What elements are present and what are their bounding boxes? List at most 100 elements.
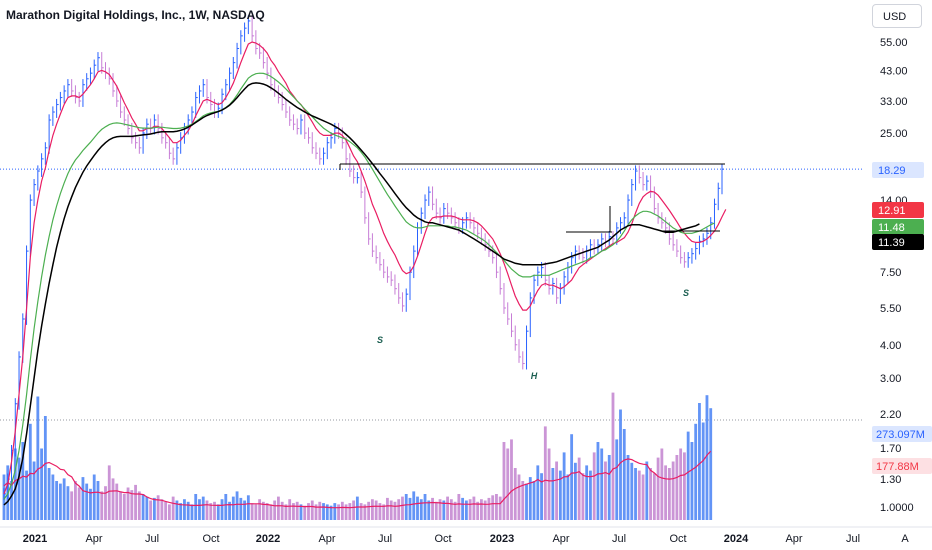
volume-bar xyxy=(513,468,517,520)
price-label-box xyxy=(872,202,924,218)
volume-bar xyxy=(70,491,74,520)
volume-bar xyxy=(404,494,408,520)
volume-bar xyxy=(239,497,243,520)
volume-bar xyxy=(374,500,378,520)
volume-bar xyxy=(55,481,59,520)
volume-bar xyxy=(675,455,679,520)
volume-bar xyxy=(13,448,17,520)
volume-bar xyxy=(521,481,525,520)
volume-bar xyxy=(62,478,66,520)
volume-bar xyxy=(401,496,404,520)
volume-bar xyxy=(51,474,55,520)
volume-bar xyxy=(686,431,690,520)
volume-bar xyxy=(464,500,468,520)
volume-bar xyxy=(228,501,231,520)
volume-bar xyxy=(397,499,401,520)
volume-bar xyxy=(483,500,487,520)
volume-bar xyxy=(10,481,13,520)
pattern-label-left-shoulder: S xyxy=(377,335,383,345)
volume-bar xyxy=(502,442,506,520)
volume-bar xyxy=(307,503,310,520)
volume-bar xyxy=(96,481,100,520)
volume-bar xyxy=(152,497,156,520)
volume-bar xyxy=(543,426,547,520)
time-axis[interactable]: 2021 Apr Jul Oct 2022 Apr Jul Oct 2023 Apr Jul Oct 2… xyxy=(0,526,932,545)
volume-bar xyxy=(453,501,457,520)
volume-bar xyxy=(532,481,536,520)
volume-bar xyxy=(85,483,89,520)
volume-bar xyxy=(389,500,393,520)
volume-label-box xyxy=(872,426,932,442)
volume-bar xyxy=(318,501,322,520)
volume-bar xyxy=(446,496,449,520)
volume-bar xyxy=(167,504,171,520)
price-tick-label: 7.50 xyxy=(880,267,901,279)
volume-bar xyxy=(183,499,186,520)
volume-bar xyxy=(652,473,656,520)
volume-bar xyxy=(611,392,615,520)
moving-average-line-3 xyxy=(3,82,700,506)
time-tick-label: A xyxy=(901,533,909,545)
volume-bar xyxy=(619,409,622,520)
time-tick-label: Oct xyxy=(202,533,219,545)
volume-bar xyxy=(698,403,701,520)
price-label-text: 11.48 xyxy=(878,222,905,234)
time-tick-label: Jul xyxy=(612,533,626,545)
volume-bar xyxy=(81,477,85,520)
volume-bar xyxy=(149,500,153,520)
volume-label-box xyxy=(872,458,932,474)
time-tick-label: Apr xyxy=(785,533,802,545)
volume-bar xyxy=(449,499,453,520)
volume-bar xyxy=(186,501,190,520)
volume-bar xyxy=(171,496,175,520)
volume-bar xyxy=(288,499,292,520)
volume-bar xyxy=(292,503,295,520)
volume-bar xyxy=(137,491,141,520)
price-label-box xyxy=(872,219,924,235)
volume-bar xyxy=(156,495,160,520)
volume-bar xyxy=(386,497,389,520)
volume-bar xyxy=(491,495,495,520)
volume-bar xyxy=(280,501,284,520)
volume-bar xyxy=(656,457,660,520)
volume-bar xyxy=(393,501,397,520)
volume-bar xyxy=(246,495,250,520)
volume-bar xyxy=(412,491,416,520)
volume-bar xyxy=(626,455,630,520)
time-tick-label: Oct xyxy=(669,533,686,545)
volume-label-text: 273.097M xyxy=(876,429,925,441)
last-price-labels: 18.29 12.91 11.48 11.39 273.097M 177.88M xyxy=(872,162,932,474)
volume-bar xyxy=(258,499,262,520)
volume-bar xyxy=(25,470,28,520)
volume-bar xyxy=(562,452,566,520)
volume-bar xyxy=(551,468,555,520)
volume-bar xyxy=(352,500,356,520)
time-tick-label: 2022 xyxy=(256,533,280,545)
volume-bar xyxy=(600,448,604,520)
volume-bar xyxy=(679,448,683,520)
volume-bar xyxy=(495,494,498,520)
volume-bar xyxy=(43,416,47,520)
volume-bar xyxy=(122,494,126,520)
volume-bar xyxy=(295,501,299,520)
volume-bar xyxy=(277,496,280,520)
moving-averages xyxy=(3,41,727,506)
price-tick-label: 25.00 xyxy=(880,128,908,140)
moving-average-line-1 xyxy=(3,41,727,495)
volume-bar xyxy=(367,501,371,520)
volume-bar xyxy=(126,487,130,520)
volume-bar xyxy=(607,455,611,520)
volume-bar xyxy=(198,499,201,520)
volume-bar xyxy=(32,461,36,520)
volume-bar xyxy=(36,396,40,520)
symbol-title: Marathon Digital Holdings, Inc., 1W, NAS… xyxy=(6,8,265,22)
volume-bar xyxy=(348,503,352,520)
volume-bar xyxy=(205,500,209,520)
volume-bar xyxy=(40,448,44,520)
currency-button[interactable]: USD xyxy=(872,4,922,28)
volume-bar xyxy=(273,500,277,520)
time-tick-label: Apr xyxy=(552,533,569,545)
volume-bar xyxy=(637,470,641,520)
volume-bar xyxy=(344,504,348,520)
